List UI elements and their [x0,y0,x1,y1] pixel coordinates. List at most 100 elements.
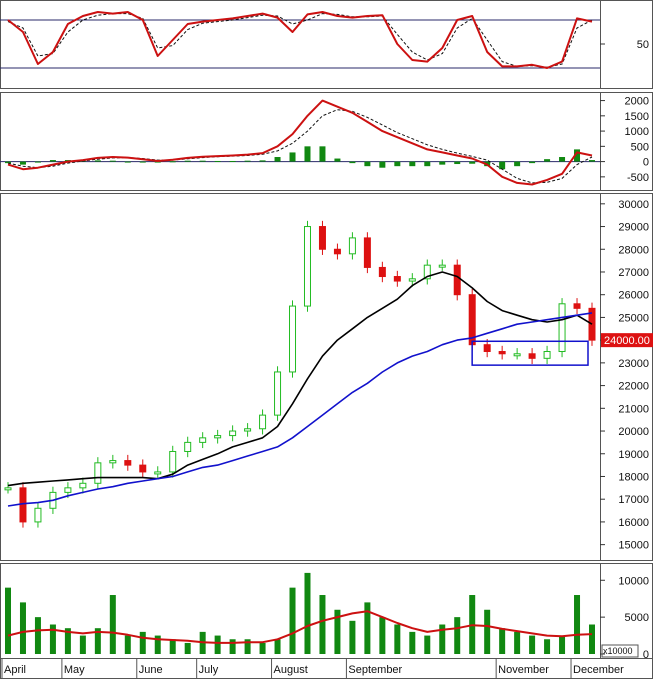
volume-bar [319,595,326,654]
macd-histogram-bar [154,161,161,163]
macd-histogram-bar [289,152,296,162]
macd-histogram-bar [259,160,266,162]
y-tick-label: 1000 [625,126,649,138]
volume-bar [154,635,161,654]
volume-bar [184,642,191,654]
macd-histogram-bar [394,161,401,167]
ma-long-line [7,312,593,507]
volume-bar [49,624,56,654]
volume-bar [424,635,431,654]
macd-histogram-bar [274,157,281,162]
volume-bar [499,628,506,654]
date-axis-frame [0,658,653,679]
candle-body [438,264,446,268]
macd-histogram-bar [379,161,386,168]
macd-line [7,99,593,186]
candle-body [289,305,297,373]
candle-body [214,435,222,439]
macd-histogram-bar [499,161,506,170]
volume-bar [229,639,236,654]
macd-histogram-bar [94,160,101,162]
macd-histogram-bar [589,160,595,162]
volume-unit-label: x10000 [603,646,633,656]
candle-body [79,482,87,489]
candle-body [573,303,581,309]
macd-histogram-bar [544,159,551,162]
x-tick-label: December [573,664,624,676]
macd-histogram-bar [109,160,116,162]
candle-body [423,264,431,280]
candle-body [34,507,42,523]
macd-histogram-bar [124,161,131,163]
macd-histogram-bar [184,160,191,162]
candle-body [274,371,282,416]
y-tick-label: 0 [643,649,649,661]
x-tick-label: September [348,664,402,676]
macd-histogram-bar [34,161,41,163]
volume-unit-box [601,644,639,658]
candle-body [303,226,311,307]
volume-ma-line [7,610,593,644]
volume-bar [289,587,296,654]
highlight-box [471,340,589,366]
candle-body [393,276,401,282]
candle-body [318,226,326,250]
volume-bar [574,595,581,654]
macd-histogram-bar [5,161,11,164]
y-tick-label: 22000 [618,381,649,393]
macd-histogram-bar [49,160,56,162]
macd-histogram-bar [424,161,431,167]
macd-histogram-bar [214,160,221,162]
candle-body [154,471,162,475]
y-tick-label: 1500 [625,111,649,123]
volume-bar [364,602,371,654]
x-tick-label: August [274,664,308,676]
y-tick-label: 15000 [618,540,649,552]
y-tick-label: 29000 [618,222,649,234]
y-tick-label: 26000 [618,290,649,302]
stoch-d-line [7,13,593,68]
candle-body [94,462,102,484]
y-tick-label: 28000 [618,244,649,256]
volume-bar [349,620,356,654]
candle-body [408,278,416,282]
macd-histogram-bar [454,161,461,165]
volume-bar [109,595,116,654]
candle-body [139,464,147,473]
macd-histogram-bar [244,160,251,162]
candle-body [348,237,356,255]
ma-short-line [7,271,593,487]
candle-body [483,344,491,353]
y-tick-label: -500 [627,172,649,184]
volume-bar [529,635,536,654]
y-tick-label: 0 [643,157,649,169]
volume-bar [259,642,266,654]
volume-bar [79,635,86,654]
volume-bar [214,635,221,654]
candle-body [333,248,341,255]
candle-body [378,266,386,278]
volume-bar [544,639,551,654]
volume-bar [589,624,595,654]
y-tick-label: 5000 [625,612,649,624]
y-tick-label: 27000 [618,267,649,279]
y-tick-label: 2000 [625,96,649,108]
volume-bar [454,617,461,654]
y-tick-label: 17000 [618,494,649,506]
candle-body [4,487,12,491]
candle-body [453,264,461,296]
volume-bar [304,572,311,654]
candle-body [244,428,252,432]
y-tick-label: 25000 [618,312,649,324]
last-price-badge [601,333,653,348]
candle-body [259,414,267,430]
volume-bar [514,631,521,654]
macd-histogram-bar [409,161,416,167]
candle-body [124,460,132,466]
volume-bar [124,635,131,654]
candle-body [363,237,371,268]
macd-histogram-bar [349,161,356,164]
candle-body [543,351,551,359]
y-tick-label: 20000 [618,426,649,438]
